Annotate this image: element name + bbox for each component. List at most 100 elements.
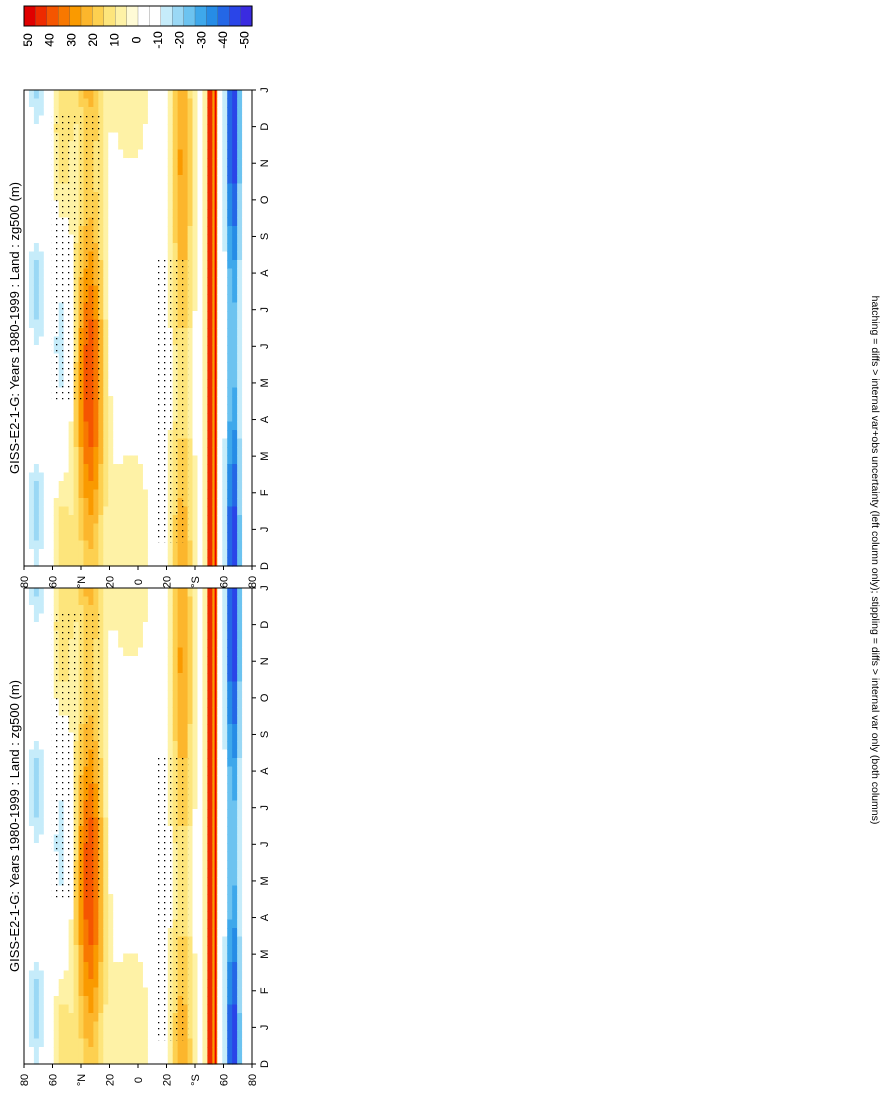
heatmap-cell [142,894,149,904]
heatmap-cell [162,251,169,261]
heatmap-cell [103,447,109,457]
heatmap-cell [98,996,104,1006]
time-tick-label: F [259,489,271,496]
heatmap-cell [157,673,164,683]
heatmap-cell [152,447,159,457]
heatmap-cell [217,353,223,363]
heatmap-cell [217,945,223,955]
heatmap-cell [197,588,204,598]
heatmap-cell [192,115,199,125]
heatmap-cell [28,472,35,482]
heatmap-cell [237,404,243,414]
heatmap-cell [187,698,194,708]
heatmap-cell [113,647,119,657]
heatmap-cell [128,1004,134,1014]
heatmap-cell [192,656,199,666]
heatmap-cell [142,183,149,193]
heatmap-cell [118,860,124,870]
heatmap-cell [43,962,50,972]
time-tick-label: A [259,415,271,423]
heatmap-cell [24,919,30,929]
heatmap-cell [192,622,199,632]
heatmap-cell [142,639,149,649]
heatmap-cell [103,370,109,380]
heatmap-cell [227,826,233,836]
heatmap-cell [24,149,30,159]
heatmap-cell [207,234,213,244]
heatmap-cell [237,532,243,542]
heatmap-cell [187,557,194,567]
heatmap-cell [123,200,129,210]
heatmap-cell [133,438,139,448]
heatmap-cell [142,336,149,346]
heatmap-cell [142,868,149,878]
heatmap-cell [142,588,149,598]
heatmap-cell [133,149,139,159]
heatmap-cell [142,1038,149,1048]
heatmap-cell [43,455,50,465]
heatmap-cell [182,698,189,708]
heatmap-cell [207,200,213,210]
heatmap-cell [217,396,223,406]
heatmap-cell [103,132,109,142]
heatmap-cell [103,515,109,525]
heatmap-cell [133,447,139,457]
heatmap-cell [103,260,109,270]
heatmap-cell [222,1021,228,1031]
heatmap-cell [28,98,35,108]
heatmap-cell [24,911,30,921]
heatmap-cell [152,817,159,827]
heatmap-cell [24,1013,30,1023]
heatmap-cell [222,843,228,853]
heatmap-cell [128,681,134,691]
heatmap-cell [147,158,154,168]
heatmap-cell [28,724,35,734]
heatmap-cell [123,826,129,836]
heatmap-cell [133,396,139,406]
heatmap-cell [43,294,50,304]
heatmap-cell [217,472,223,482]
heatmap-cell [113,540,119,550]
heatmap-cell [68,945,75,955]
heatmap-cell [133,885,139,895]
heatmap-cell [177,226,184,236]
heatmap-cell [162,243,169,253]
heatmap-cell [63,472,70,482]
heatmap-cell [98,447,104,457]
heatmap-cell [33,234,40,244]
heatmap-cell [103,506,109,516]
heatmap-cell [147,209,154,219]
heatmap-cell [202,515,208,525]
heatmap-cell [28,860,35,870]
heatmap-cell [123,141,129,151]
heatmap-cell [227,251,233,261]
heatmap-cell [123,843,129,853]
heatmap-cell [147,481,154,491]
heatmap-cell [152,345,159,355]
heatmap-cell [142,860,149,870]
heatmap-cell [113,690,119,700]
heatmap-cell [237,319,243,329]
heatmap-cell [128,715,134,725]
heatmap-cell [113,596,119,606]
heatmap-cell [187,877,194,887]
heatmap-cell [133,766,139,776]
heatmap-cell [108,987,114,997]
heatmap-cell [113,345,119,355]
heatmap-cell [133,515,139,525]
heatmap-cell [108,613,114,623]
heatmap-cell [147,430,154,440]
heatmap-cell [227,557,233,567]
heatmap-cell [197,209,204,219]
heatmap-cell [187,962,194,972]
heatmap-cell [232,90,238,100]
heatmap-cell [93,515,99,525]
heatmap-cell [227,613,233,623]
heatmap-cell [197,800,204,810]
heatmap-cell [197,506,204,516]
heatmap-cell [237,200,243,210]
heatmap-cell [28,1013,35,1023]
heatmap-cell [68,1047,75,1057]
heatmap-cell [118,1021,124,1031]
heatmap-cell [192,987,199,997]
